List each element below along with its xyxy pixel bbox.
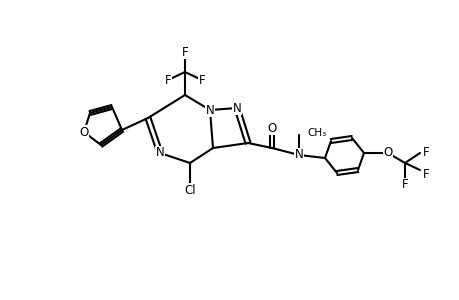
- Text: N: N: [294, 148, 303, 161]
- Text: Cl: Cl: [184, 184, 196, 196]
- Text: CH₃: CH₃: [306, 128, 325, 138]
- Text: F: F: [401, 178, 408, 191]
- Text: F: F: [422, 167, 428, 181]
- Text: O: O: [267, 122, 276, 134]
- Text: O: O: [382, 146, 392, 160]
- Text: F: F: [198, 74, 205, 86]
- Text: N: N: [155, 146, 164, 160]
- Text: O: O: [79, 125, 89, 139]
- Text: F: F: [181, 46, 188, 59]
- Text: F: F: [422, 146, 428, 160]
- Text: N: N: [205, 103, 214, 116]
- Text: N: N: [232, 101, 241, 115]
- Text: F: F: [164, 74, 171, 86]
